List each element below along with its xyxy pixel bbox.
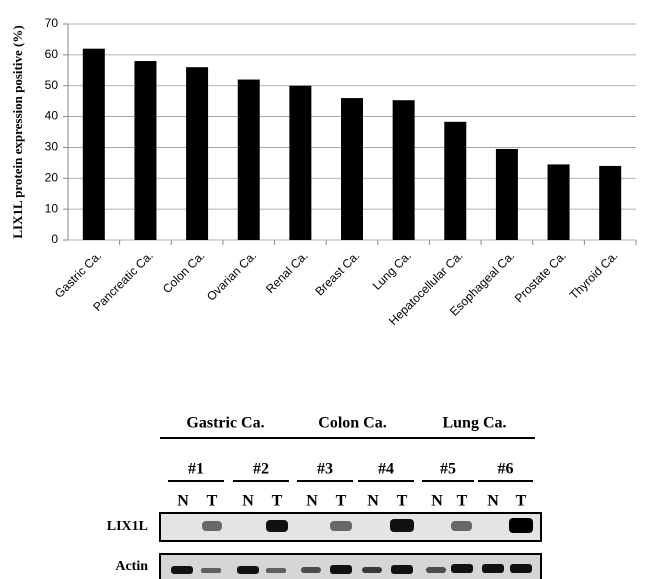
gel-images — [160, 513, 541, 579]
y-tick-label: 30 — [45, 140, 59, 154]
x-tick-label: Renal Ca. — [263, 248, 311, 296]
lane-label: T — [516, 493, 527, 510]
y-tick-label: 10 — [45, 201, 59, 215]
x-tick-label: Thyroid Ca. — [567, 248, 621, 302]
bar — [134, 61, 156, 240]
bar — [548, 164, 570, 240]
lane-label: T — [207, 493, 218, 510]
sample-label: #6 — [498, 461, 514, 478]
lane-label: N — [487, 493, 499, 510]
x-tick-label: Ovarian Ca. — [204, 248, 259, 303]
lane-label: N — [431, 493, 443, 510]
x-tick-label: Lung Ca. — [370, 248, 414, 292]
bar — [496, 149, 518, 240]
bar — [289, 86, 311, 240]
x-tick-label: Colon Ca. — [160, 248, 208, 296]
sample-label: #1 — [188, 461, 204, 478]
band — [509, 518, 533, 533]
y-tick-label: 40 — [45, 109, 59, 123]
y-tick-label: 70 — [45, 16, 59, 30]
group-label: Gastric Ca. — [186, 415, 264, 432]
lane-label: T — [397, 493, 408, 510]
bar — [599, 166, 621, 240]
bar — [186, 67, 208, 240]
band — [451, 521, 472, 531]
row-label: LIX1L — [107, 519, 148, 534]
figure: LIX1L protein expression positive (%) 0 1… — [0, 0, 646, 579]
y-tick-label: 0 — [51, 232, 58, 246]
y-tick-label: 20 — [45, 170, 59, 184]
bar — [83, 49, 105, 240]
lane-label: N — [242, 493, 254, 510]
band — [330, 521, 352, 531]
y-tick-label: 60 — [45, 47, 59, 61]
band — [266, 520, 288, 532]
sample-label: #4 — [378, 461, 394, 478]
x-tick-label: Gastric Ca. — [52, 248, 104, 300]
lane-label: N — [306, 493, 318, 510]
y-tick-label: 50 — [45, 78, 59, 92]
lane-label: T — [457, 493, 468, 510]
y-axis-title: LIX1L protein expression positive (%) — [10, 25, 25, 238]
group-label: Colon Ca. — [318, 415, 386, 432]
lane-label: N — [367, 493, 379, 510]
bar — [444, 122, 466, 240]
band — [390, 519, 414, 532]
sample-label: #3 — [317, 461, 333, 478]
bar — [393, 100, 415, 240]
group-label: Lung Ca. — [442, 415, 506, 432]
lane-label: T — [272, 493, 283, 510]
sample-label: #2 — [253, 461, 269, 478]
sample-label: #5 — [440, 461, 456, 478]
row-label: Actin — [115, 559, 148, 574]
lane-label: N — [177, 493, 189, 510]
band — [202, 521, 222, 531]
bar — [238, 80, 260, 240]
lane-label: T — [336, 493, 347, 510]
x-tick-label: Prostate Ca. — [512, 248, 569, 305]
x-tick-label: Breast Ca. — [312, 248, 362, 298]
bar — [341, 98, 363, 240]
